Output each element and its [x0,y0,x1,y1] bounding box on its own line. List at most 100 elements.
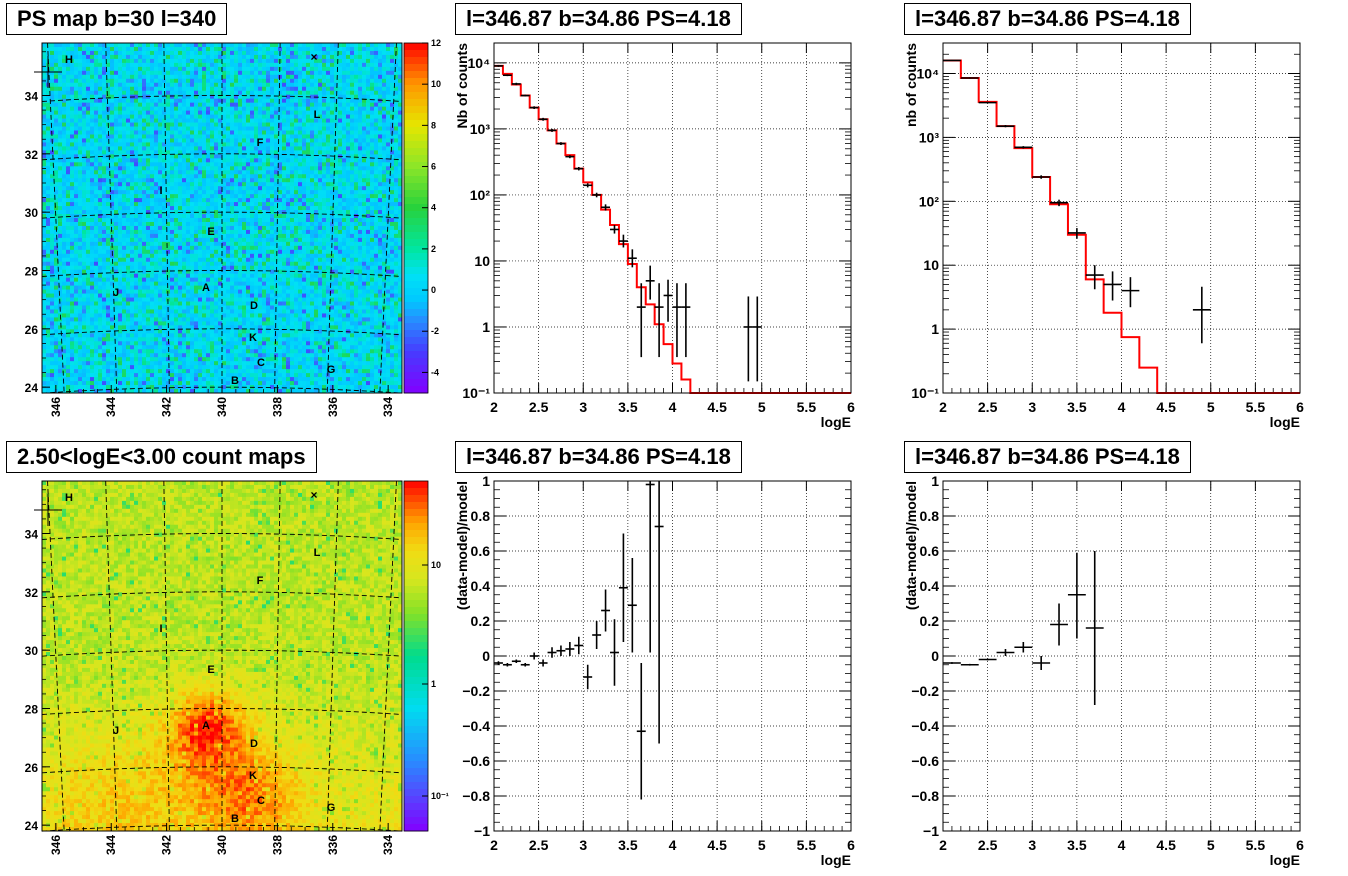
data-point [636,283,646,358]
source-label-J: J [113,287,119,299]
y-tick-label: 10² [470,187,491,203]
y-axis-label: (data-model)/model [454,481,470,610]
x-tick-label: 338 [270,835,284,855]
x-tick-label: 4.5 [1156,837,1176,853]
plot-frame [942,42,1301,394]
data-point [502,74,512,77]
plot-frame [493,480,852,832]
x-tick-label: 2 [939,837,947,853]
data-point [610,619,619,686]
x-tick-label: 2.5 [978,837,998,853]
data-point [1014,146,1033,149]
count-map-title: 2.50<logE<3.00 count maps [6,441,317,473]
latitude-line [41,95,403,102]
latitude-line [41,270,403,277]
x-tick-label: 4 [669,399,677,415]
y-tick-label: −0.8 [911,788,939,804]
latitude-line [41,153,403,161]
longitude-line [105,42,118,394]
x-tick-label: 340 [215,835,229,855]
y-tick-label: −0.2 [462,683,490,699]
y-tick-label: 10⁴ [468,55,491,71]
data-point [654,283,664,358]
data-point [1103,271,1122,301]
data-point [565,642,575,656]
source-label-I: I [159,185,162,197]
data-point [502,663,512,667]
source-label-D: D [250,300,258,312]
colorbar-tick-label: 0 [431,285,436,295]
data-point [1067,552,1086,639]
residual-chart-1: 2 2.5 3 3.5 4 4.5 5 5.5 6 −1 −0.8 −0.6 −0.4 −0.2 0 0.2 0… [454,473,855,868]
colorbar-frame [403,480,429,832]
y-tick-label: 28 [25,265,39,279]
colorbar-tick-label: 10⁻¹ [431,791,449,801]
ps-map-plot: H L F I E A J D K C B G × 346 344 342 340 338 336 334 34 32 30… [25,38,441,417]
data-point [654,481,664,744]
y-tick-label: 0 [931,648,939,664]
y-tick-label: 26 [25,761,39,775]
longitude-line [47,480,65,832]
longitude-line [326,42,339,394]
source-label-F: F [257,575,264,587]
y-tick-label: −0.2 [911,683,939,699]
x-tick-label: 346 [49,397,63,417]
data-point [520,94,530,97]
x-tick-label: 5.5 [797,837,817,853]
x-tick-label: 5 [1207,399,1215,415]
y-tick-label: 10 [923,257,939,273]
x-tick-label: 4.5 [707,837,727,853]
x-tick-label: 5 [758,837,766,853]
data-point [943,662,961,664]
colorbar-tick-label: -2 [431,326,439,336]
latitude-line [41,766,403,774]
source-label-E: E [207,664,214,676]
source-label-J: J [113,725,119,737]
x-tick-label: 2.5 [529,399,549,415]
x-tick-label: 2.5 [529,837,549,853]
y-tick-label: 32 [25,148,39,162]
x-axis-label: logE [821,852,851,868]
x-tick-label: 3.5 [618,399,638,415]
x-tick-label: 3 [579,399,587,415]
y-tick-label: −0.4 [911,718,939,734]
colorbar-tick-label: -4 [431,367,439,377]
x-tick-label: 4 [669,837,677,853]
x-tick-label: 6 [847,399,855,415]
y-tick-label: 0.4 [471,578,491,594]
data-point [494,64,503,67]
y-tick-label: 0 [482,648,490,664]
plot-frame [493,42,852,394]
spectrum-chart-2: 2 2.5 3 3.5 4 4.5 5 5.5 6 10⁻¹ 1 10 10² 10³ 10⁴ logE nb … [903,42,1304,430]
y-axis-label: (data-model)/model [903,481,919,610]
source-label-C: C [257,357,265,369]
data-point [601,589,611,632]
x-tick-label: 342 [160,397,174,417]
colorbar-tick-label: 10 [431,79,441,89]
data-point [547,647,557,658]
y-axis-label: nb of counts [903,43,919,127]
source-label-A: A [202,282,210,294]
source-label-B: B [231,375,239,387]
data-point [743,296,753,382]
y-tick-label: 10⁻¹ [911,385,939,401]
data-point [636,663,646,800]
data-point [1014,642,1033,653]
longitude-line [105,480,118,832]
data-point [601,204,611,211]
y-tick-label: 24 [25,381,39,395]
source-label-D: D [250,738,258,750]
data-point [556,142,566,146]
source-label-L: L [314,547,321,559]
data-point [529,106,539,110]
data-point [681,283,691,358]
latitude-line [41,328,403,336]
data-point [672,283,682,358]
x-tick-label: 334 [381,397,395,417]
source-label-C: C [257,795,265,807]
residual-panel-1: 2 2.5 3 3.5 4 4.5 5 5.5 6 −1 −0.8 −0.6 −0.4 −0.2 0 0.2 0… [449,438,898,876]
colorbar-tick-label: 8 [431,120,436,130]
y-tick-label: 10 [474,253,490,269]
data-point [960,663,979,666]
x-tick-label: 4.5 [1156,399,1176,415]
